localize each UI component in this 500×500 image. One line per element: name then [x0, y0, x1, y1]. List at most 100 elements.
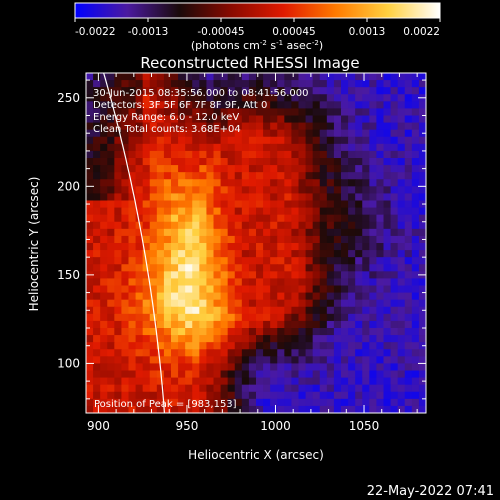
- heatmap-cell: [362, 165, 370, 173]
- heatmap-cell: [227, 143, 236, 152]
- heatmap-cell: [341, 391, 349, 400]
- heatmap-cell: [220, 320, 229, 329]
- heatmap-cell: [397, 87, 406, 95]
- heatmap-cell: [178, 150, 186, 159]
- heatmap-cell: [114, 370, 123, 379]
- heatmap-cell: [376, 108, 385, 117]
- heatmap-cell: [185, 165, 193, 173]
- heatmap-cell: [107, 214, 115, 223]
- heatmap-cell: [341, 122, 349, 131]
- heatmap-cell: [333, 200, 342, 209]
- heatmap-cell: [341, 271, 349, 280]
- heatmap-cell: [291, 115, 300, 124]
- heatmap-cell: [397, 405, 406, 413]
- heatmap-cell: [93, 165, 101, 173]
- heatmap-cell: [305, 306, 314, 315]
- heatmap-cell: [333, 101, 342, 110]
- heatmap-cell: [206, 101, 215, 110]
- heatmap-cell: [390, 179, 399, 187]
- heatmap-cell: [319, 207, 328, 216]
- heatmap-cell: [100, 115, 108, 124]
- heatmap-cell: [171, 405, 179, 413]
- heatmap-cell: [277, 94, 285, 102]
- heatmap-cell: [348, 384, 356, 393]
- heatmap-cell: [263, 257, 271, 265]
- heatmap-cell: [376, 129, 385, 138]
- heatmap-cell: [397, 320, 406, 329]
- heatmap-cell: [135, 143, 144, 152]
- heatmap-cell: [213, 384, 222, 393]
- heatmap-cell: [397, 306, 406, 315]
- solar-limb: [103, 73, 166, 413]
- heatmap-cell: [397, 398, 406, 407]
- heatmap-cell: [348, 313, 356, 322]
- heatmap-cell: [192, 136, 200, 145]
- heatmap-cell: [319, 398, 328, 407]
- axis-ticks: [86, 73, 426, 413]
- heatmap-cell: [277, 398, 285, 407]
- heatmap-cell: [291, 328, 300, 336]
- heatmap-cell: [348, 150, 356, 159]
- heatmap-cell: [418, 264, 426, 272]
- heatmap-cell: [263, 250, 271, 258]
- heatmap-cell: [107, 313, 115, 322]
- heatmap-cell: [135, 87, 144, 95]
- heatmap-cell: [341, 228, 349, 237]
- heatmap-cell: [277, 115, 285, 124]
- heatmap-cell: [333, 94, 342, 102]
- heatmap-cell: [305, 235, 314, 244]
- heatmap-cell: [227, 235, 236, 244]
- heatmap-cell: [418, 186, 426, 195]
- heatmap-cell: [277, 87, 285, 95]
- heatmap-cell: [163, 129, 172, 138]
- heatmap-cell: [248, 384, 257, 393]
- heatmap-cell: [369, 207, 378, 216]
- heatmap-cell: [234, 349, 243, 357]
- heatmap-cell: [185, 328, 193, 336]
- heatmap-cell: [263, 179, 271, 187]
- heatmap-cell: [376, 306, 385, 315]
- heatmap-cell: [312, 172, 321, 180]
- heatmap-cell: [319, 342, 328, 350]
- heatmap-cell: [333, 292, 342, 301]
- heatmap-cell: [277, 179, 285, 187]
- heatmap-cell: [404, 235, 413, 244]
- heatmap-cell: [93, 377, 101, 386]
- heatmap-cell: [362, 384, 370, 393]
- heatmap-cell: [227, 398, 236, 407]
- heatmap-cell: [114, 101, 123, 110]
- heatmap-cell: [156, 250, 165, 258]
- heatmap-cell: [213, 207, 222, 216]
- heatmap-cell: [376, 335, 385, 343]
- heatmap-cell: [355, 285, 363, 294]
- heatmap-cell: [213, 278, 222, 287]
- heatmap-cell: [171, 313, 179, 322]
- heatmap-cell: [171, 391, 179, 400]
- heatmap-cell: [213, 193, 222, 202]
- heatmap-cell: [390, 250, 399, 258]
- heatmap-cell: [348, 143, 356, 152]
- heatmap-cell: [185, 299, 193, 308]
- heatmap-cell: [341, 172, 349, 180]
- heatmap-cell: [284, 158, 293, 166]
- heatmap-cell: [298, 271, 307, 280]
- heatmap-cell: [234, 228, 243, 237]
- heatmap-cell: [418, 328, 426, 336]
- heatmap-cell: [178, 398, 186, 407]
- heatmap-cell: [418, 243, 426, 251]
- heatmap-cell: [178, 363, 186, 372]
- heatmap-cell: [213, 398, 222, 407]
- heatmap-cell: [256, 349, 264, 357]
- heatmap-cell: [149, 73, 158, 81]
- heatmap-cell: [156, 292, 165, 301]
- heatmap-cell: [256, 179, 264, 187]
- heatmap-cell: [227, 158, 236, 166]
- heatmap-cell: [355, 243, 363, 251]
- heatmap-cell: [411, 186, 420, 195]
- heatmap-cell: [121, 129, 130, 138]
- heatmap-cell: [376, 122, 385, 131]
- heatmap-cell: [213, 250, 222, 258]
- heatmap-cell: [192, 94, 200, 102]
- heatmap-cell: [213, 172, 222, 180]
- heatmap-cell: [93, 172, 101, 180]
